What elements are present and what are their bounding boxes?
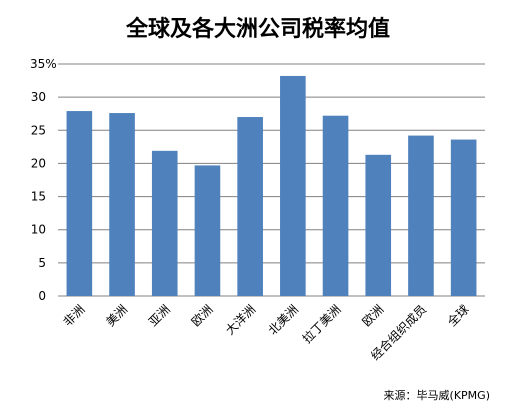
bar bbox=[365, 154, 392, 296]
bars bbox=[66, 75, 477, 297]
bar bbox=[66, 111, 93, 296]
bar bbox=[237, 117, 263, 297]
y-tick-label: 30 bbox=[31, 90, 46, 104]
y-tick-label: 10 bbox=[31, 223, 46, 237]
chart-title: 全球及各大洲公司税率均值 bbox=[125, 16, 390, 42]
y-tick-label: 0 bbox=[38, 289, 46, 303]
x-category-label: 拉丁美洲 bbox=[299, 302, 344, 347]
y-tick-label: 15 bbox=[31, 190, 46, 204]
bar bbox=[280, 75, 306, 296]
bar bbox=[151, 150, 178, 296]
bar bbox=[408, 135, 434, 296]
y-tick-label: 20 bbox=[31, 156, 46, 170]
x-category-label: 北美洲 bbox=[266, 302, 301, 337]
bar bbox=[194, 165, 221, 296]
y-tick-label: 35% bbox=[30, 57, 57, 71]
x-category-label: 亚洲 bbox=[146, 302, 173, 329]
x-category-label: 全球 bbox=[444, 302, 472, 330]
x-category-label: 欧洲 bbox=[189, 302, 216, 329]
y-tick-label: 5 bbox=[38, 256, 46, 270]
bar bbox=[109, 113, 135, 297]
y-axis-ticks: 0 5 10 15 20 25 30 35% bbox=[30, 57, 57, 303]
x-category-label: 欧洲 bbox=[359, 302, 386, 329]
x-category-label: 非洲 bbox=[61, 302, 88, 329]
bar bbox=[450, 139, 477, 296]
x-category-label: 美洲 bbox=[103, 302, 130, 329]
x-category-label: 大洋洲 bbox=[222, 302, 258, 338]
bar bbox=[322, 115, 349, 297]
y-tick-label: 25 bbox=[31, 123, 46, 137]
source-note: 来源：毕马威(KPMG) bbox=[384, 388, 490, 402]
